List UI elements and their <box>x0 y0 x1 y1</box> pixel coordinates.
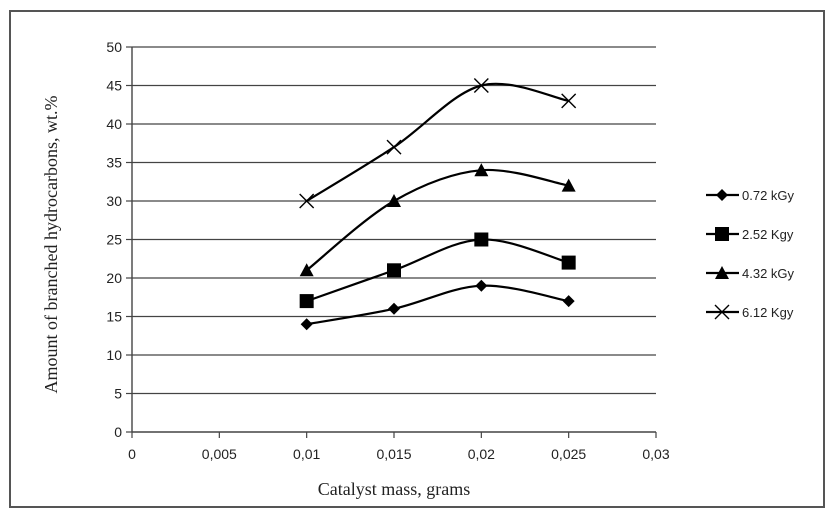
data-point <box>561 178 576 192</box>
y-tick-label: 10 <box>106 347 122 363</box>
x-tick-label: 0,02 <box>468 446 495 462</box>
y-tick-label: 50 <box>106 39 122 55</box>
chart-frame: 0 5 10 15 20 25 30 35 40 45 50 0 0,005 0,01 0,015 0,02… <box>9 10 825 508</box>
x-tick-label: 0 <box>128 446 136 462</box>
x-tick-label: 0,01 <box>293 446 320 462</box>
data-point <box>300 318 313 331</box>
data-point <box>386 139 402 155</box>
series-x <box>299 78 577 209</box>
data-point <box>387 194 401 207</box>
series-diamond <box>300 279 575 331</box>
data-point <box>299 263 314 277</box>
legend-entry: 6.12 Kgy <box>706 304 794 320</box>
data-point <box>473 78 489 93</box>
data-point <box>299 193 315 209</box>
line-chart: 0 5 10 15 20 25 30 35 40 45 50 0 0,005 0,01 0,015 0,02… <box>41 39 795 499</box>
y-tick-label: 30 <box>106 193 122 209</box>
legend-label: 6.12 Kgy <box>742 305 794 320</box>
legend-entry: 4.32 kGy <box>706 266 795 281</box>
series-line <box>306 284 569 326</box>
series-line <box>305 168 569 272</box>
y-tick-label: 5 <box>114 386 122 402</box>
axes <box>131 47 657 438</box>
series-square <box>299 232 576 309</box>
series-triangle <box>299 163 576 277</box>
plot-series <box>299 78 577 331</box>
data-point <box>474 232 489 247</box>
y-axis-title: Amount of branched hydrocarbons, wt.% <box>41 96 61 394</box>
series-line <box>306 82 569 202</box>
data-point <box>561 255 576 270</box>
legend: 0.72 kGy 2.52 Kgy 4.32 kGy 6.12 Kgy <box>706 188 795 320</box>
data-point <box>562 295 575 308</box>
legend-marker <box>715 266 729 279</box>
y-tick-label: 40 <box>106 116 122 132</box>
y-tick-label: 0 <box>114 424 122 440</box>
y-tick-label: 35 <box>106 155 122 171</box>
x-tick-label: 0,005 <box>202 446 237 462</box>
x-tick-label: 0,015 <box>376 446 411 462</box>
x-tick-label: 0,025 <box>551 446 586 462</box>
y-tick-labels: 0 5 10 15 20 25 30 35 40 45 50 <box>106 39 122 440</box>
legend-marker <box>714 304 730 320</box>
legend-marker <box>716 189 728 201</box>
data-point <box>387 263 401 278</box>
x-tick-label: 0,03 <box>642 446 669 462</box>
legend-label: 2.52 Kgy <box>742 227 794 242</box>
y-tick-label: 25 <box>106 232 122 248</box>
y-tick-label: 15 <box>106 309 122 325</box>
grid-lines <box>126 46 656 433</box>
data-point <box>474 163 489 177</box>
data-point <box>299 294 314 309</box>
legend-marker <box>715 227 729 241</box>
legend-entry: 0.72 kGy <box>706 188 795 203</box>
data-point <box>388 302 400 315</box>
legend-label: 0.72 kGy <box>742 188 795 203</box>
y-tick-label: 45 <box>106 78 122 94</box>
x-tick-labels: 0 0,005 0,01 0,015 0,02 0,025 0,03 <box>128 446 670 462</box>
legend-label: 4.32 kGy <box>742 266 795 281</box>
legend-entry: 2.52 Kgy <box>706 227 794 242</box>
y-tick-label: 20 <box>106 270 122 286</box>
data-point <box>475 279 488 292</box>
series-line <box>306 238 569 303</box>
x-axis-title: Catalyst mass, grams <box>318 479 470 499</box>
data-point <box>561 93 577 109</box>
